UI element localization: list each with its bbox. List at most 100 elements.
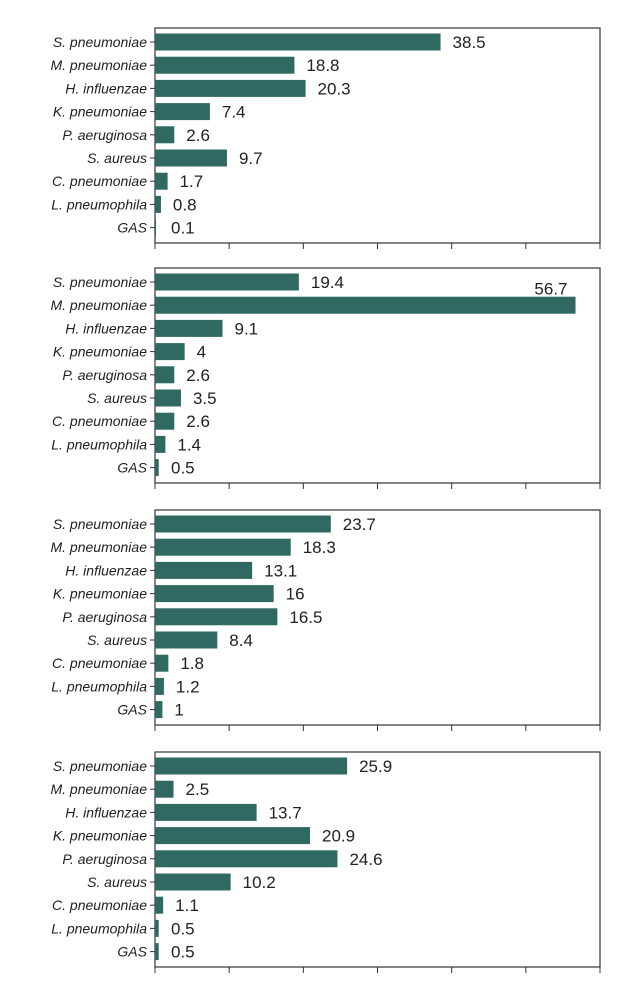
data-label: 16.5 bbox=[289, 608, 322, 627]
bar bbox=[155, 343, 185, 361]
bar bbox=[155, 873, 231, 891]
category-label: C. pneumoniae bbox=[52, 173, 147, 189]
category-label: L. pneumophila bbox=[51, 196, 147, 212]
bar bbox=[155, 56, 295, 74]
data-label: 9.7 bbox=[239, 149, 263, 168]
category-label: K. pneumoniae bbox=[53, 828, 147, 844]
bar bbox=[155, 172, 168, 190]
category-label: P. aeruginosa bbox=[62, 851, 147, 867]
bar bbox=[155, 561, 253, 579]
bar bbox=[155, 126, 175, 144]
bar bbox=[155, 919, 159, 937]
bar bbox=[155, 827, 311, 845]
data-label: 1.8 bbox=[180, 654, 204, 673]
bar bbox=[155, 389, 181, 407]
category-label: M. pneumoniae bbox=[50, 57, 147, 73]
category-label: M. pneumoniae bbox=[50, 781, 147, 797]
bar bbox=[155, 608, 278, 626]
category-label: K. pneumoniae bbox=[53, 344, 147, 360]
category-label: L. pneumophila bbox=[51, 678, 147, 694]
category-label: H. influenzae bbox=[65, 320, 147, 336]
data-label: 20.3 bbox=[318, 79, 351, 98]
category-label: GAS bbox=[117, 944, 147, 960]
category-label: L. pneumophila bbox=[51, 920, 147, 936]
category-label: C. pneumoniae bbox=[52, 897, 147, 913]
category-label: GAS bbox=[117, 460, 147, 476]
data-label: 0.5 bbox=[171, 459, 195, 478]
bar bbox=[155, 273, 299, 291]
data-label: 1.2 bbox=[176, 677, 200, 696]
data-label: 0.5 bbox=[171, 919, 195, 938]
data-label: 16 bbox=[286, 585, 305, 604]
category-label: P. aeruginosa bbox=[62, 367, 147, 383]
category-label: S. aureus bbox=[87, 150, 147, 166]
bar bbox=[155, 803, 257, 821]
data-label: 13.1 bbox=[264, 561, 297, 580]
data-label: 18.8 bbox=[306, 56, 339, 75]
bar bbox=[155, 757, 348, 775]
data-label: 0.1 bbox=[171, 219, 195, 238]
category-label: S. aureus bbox=[87, 874, 147, 890]
data-label: 8.4 bbox=[229, 631, 253, 650]
category-label: S. aureus bbox=[87, 632, 147, 648]
bar bbox=[155, 412, 175, 430]
data-label: 23.7 bbox=[343, 515, 376, 534]
category-label: P. aeruginosa bbox=[62, 609, 147, 625]
data-label: 0.8 bbox=[173, 195, 197, 214]
data-label: 19.4 bbox=[311, 273, 344, 292]
data-label: 4 bbox=[197, 343, 206, 362]
category-label: M. pneumoniae bbox=[50, 297, 147, 313]
chart-panel-2: S. pneumoniae 19.4 M. pneumoniae 56.7 H. inf… bbox=[50, 267, 601, 489]
category-label: GAS bbox=[117, 220, 147, 236]
bar bbox=[155, 33, 441, 51]
category-label: C. pneumoniae bbox=[52, 413, 147, 429]
data-label: 13.7 bbox=[269, 803, 302, 822]
category-label: L. pneumophila bbox=[51, 436, 147, 452]
bar bbox=[155, 780, 174, 798]
bar bbox=[155, 654, 169, 672]
bar bbox=[155, 319, 223, 337]
category-label: S. aureus bbox=[87, 390, 147, 406]
bar bbox=[155, 219, 156, 237]
category-label: P. aeruginosa bbox=[62, 127, 147, 143]
bar bbox=[155, 195, 161, 213]
category-label: C. pneumoniae bbox=[52, 655, 147, 671]
data-label: 1.7 bbox=[180, 172, 204, 191]
data-label: 7.4 bbox=[222, 103, 246, 122]
bar bbox=[155, 538, 291, 556]
category-label: S. pneumoniae bbox=[53, 34, 147, 50]
bar bbox=[155, 631, 218, 649]
bar bbox=[155, 850, 338, 868]
bar bbox=[155, 459, 159, 477]
bar bbox=[155, 585, 274, 603]
category-label: H. influenzae bbox=[65, 562, 147, 578]
chart-panel-4: S. pneumoniae 25.9 M. pneumoniae 2.5 H. infl… bbox=[50, 751, 601, 973]
data-label: 1.1 bbox=[175, 896, 199, 915]
data-label: 3.5 bbox=[193, 389, 217, 408]
category-label: S. pneumoniae bbox=[53, 274, 147, 290]
bar bbox=[155, 366, 175, 384]
bar bbox=[155, 701, 163, 719]
bar bbox=[155, 943, 159, 961]
bar bbox=[155, 296, 576, 314]
data-label: 2.6 bbox=[186, 126, 210, 145]
data-label: 1 bbox=[174, 701, 183, 720]
data-label: 0.5 bbox=[171, 943, 195, 962]
category-label: K. pneumoniae bbox=[53, 104, 147, 120]
data-label: 25.9 bbox=[359, 757, 392, 776]
category-label: S. pneumoniae bbox=[53, 758, 147, 774]
data-label: 38.5 bbox=[453, 33, 486, 52]
chart-panel-1: S. pneumoniae 38.5 M. pneumoniae 18.8 H. inf… bbox=[50, 27, 601, 249]
category-label: GAS bbox=[117, 702, 147, 718]
data-label: 2.6 bbox=[186, 412, 210, 431]
category-label: H. influenzae bbox=[65, 804, 147, 820]
category-label: S. pneumoniae bbox=[53, 516, 147, 532]
data-label: 2.5 bbox=[186, 780, 210, 799]
bar bbox=[155, 677, 164, 695]
bar bbox=[155, 515, 331, 533]
data-label: 10.2 bbox=[243, 873, 276, 892]
data-label: 9.1 bbox=[234, 319, 258, 338]
bar bbox=[155, 149, 227, 167]
data-label: 2.6 bbox=[186, 366, 210, 385]
